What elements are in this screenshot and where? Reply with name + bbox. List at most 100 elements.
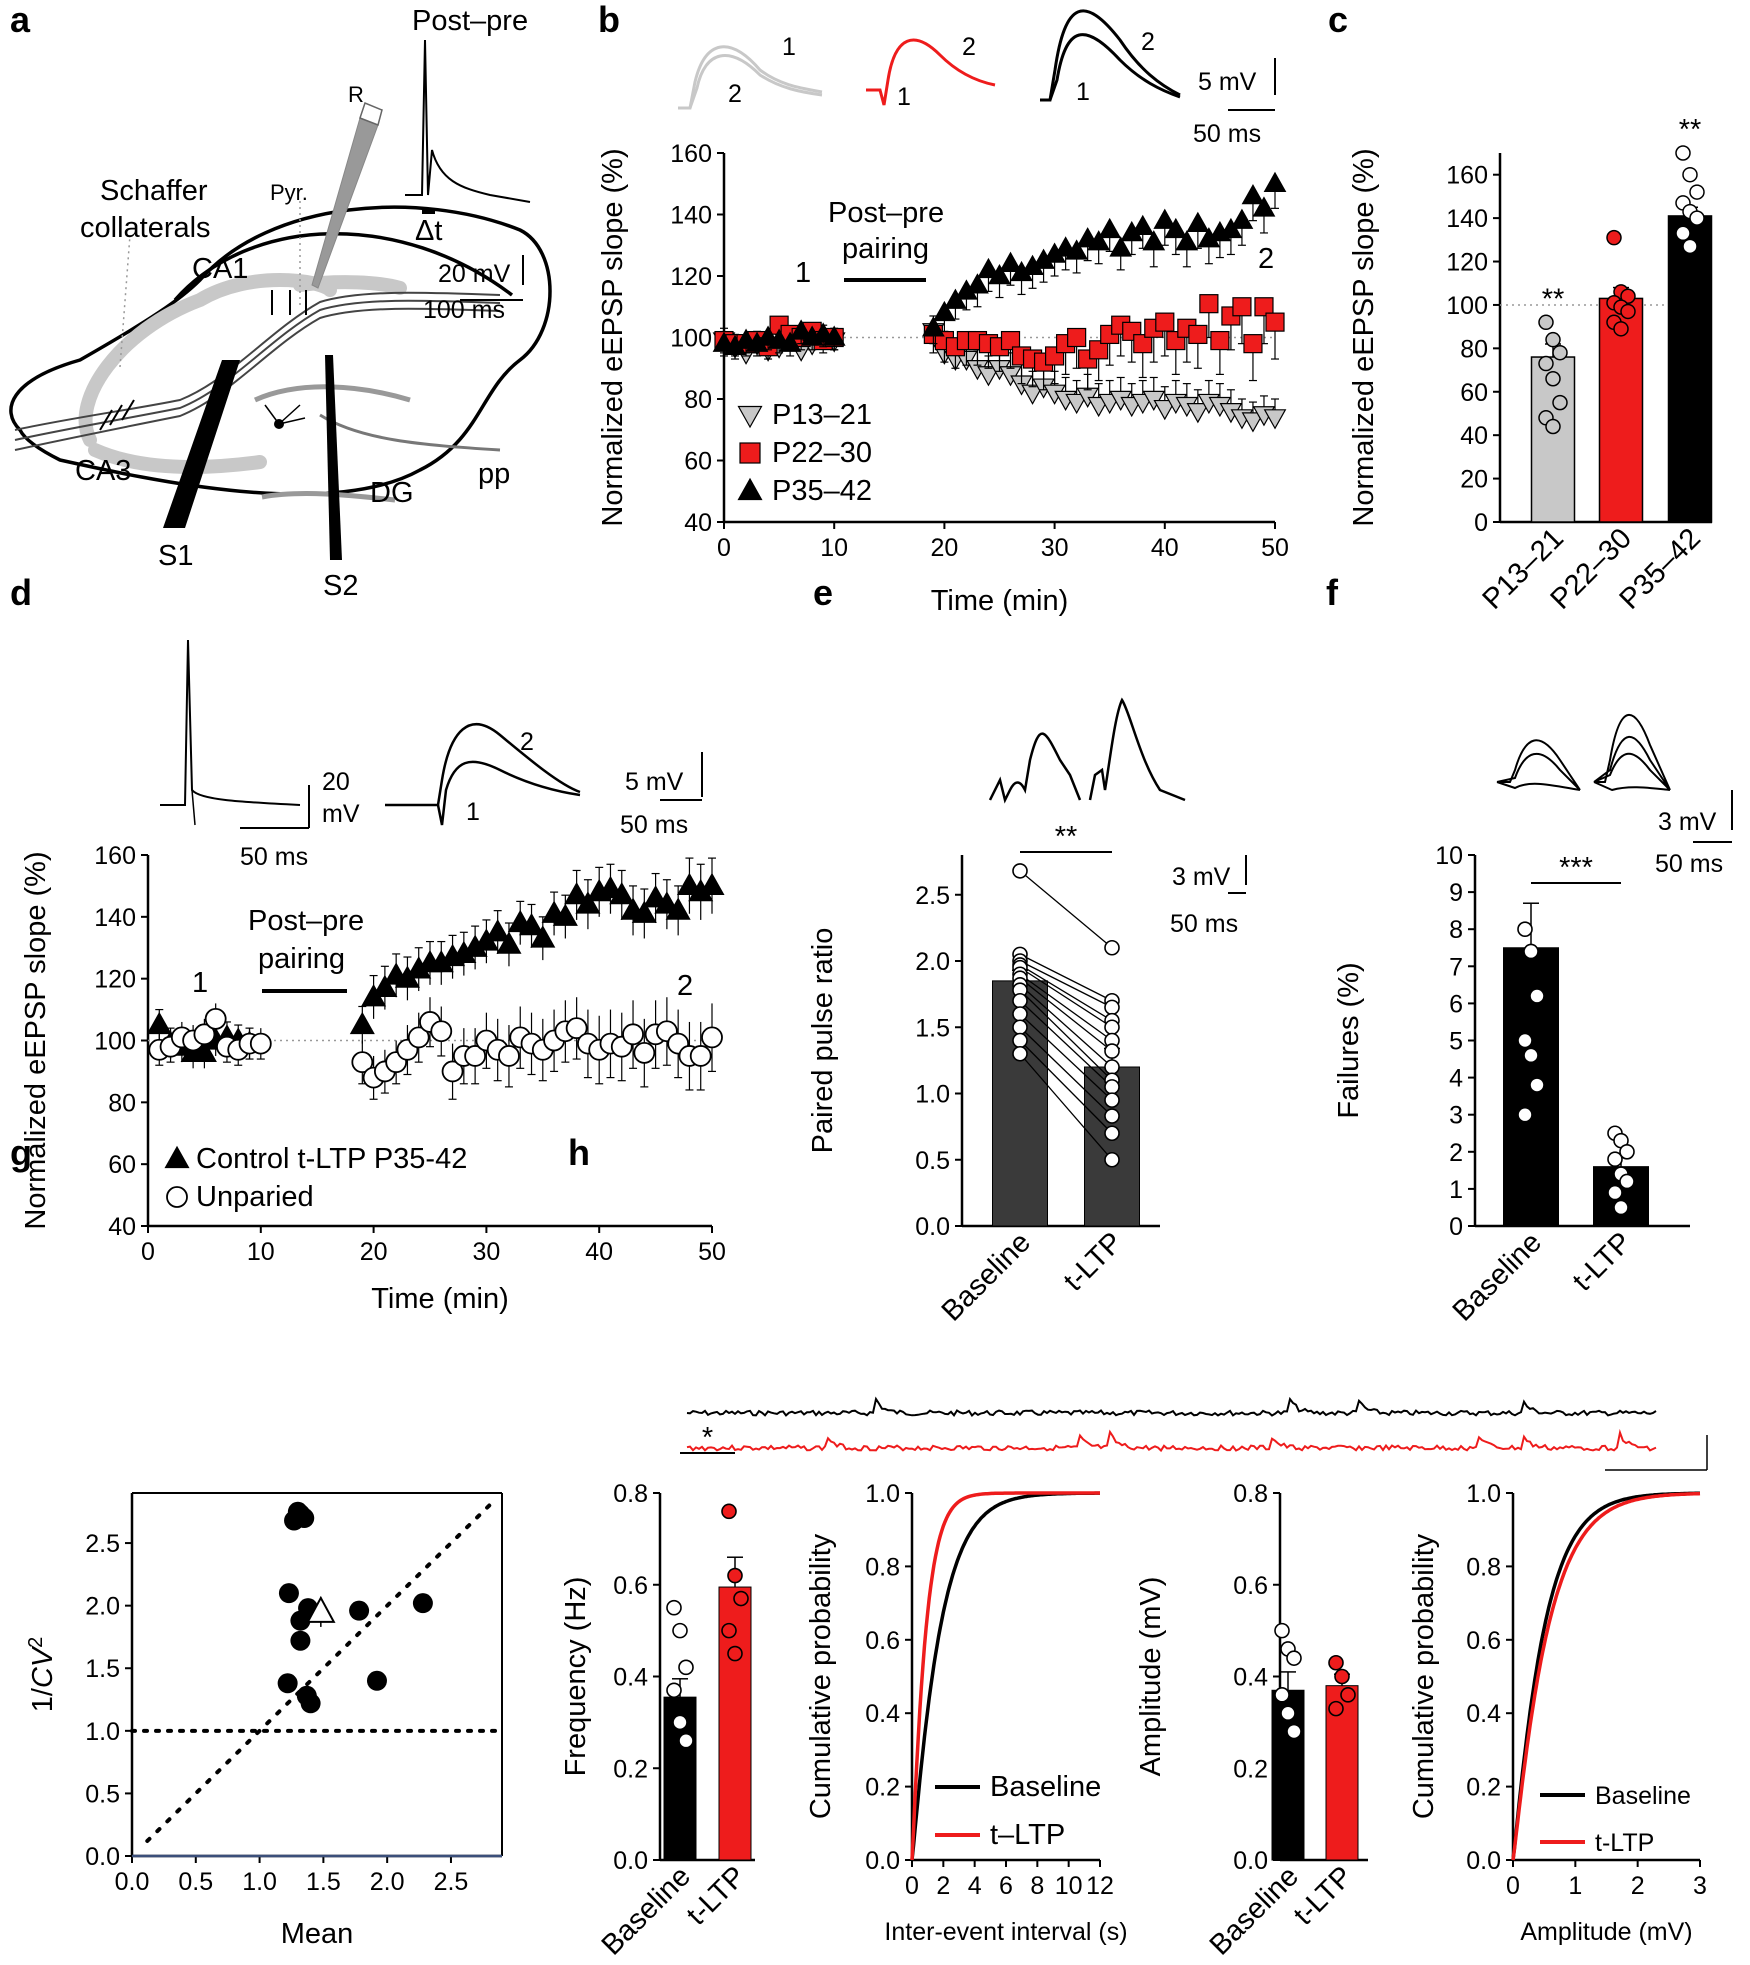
g-data-point bbox=[300, 1693, 321, 1714]
f-trace-tltp bbox=[1593, 713, 1671, 792]
g-x-tick-label: 2.0 bbox=[370, 1868, 405, 1896]
d-ap-scale-ms: 50 ms bbox=[240, 843, 308, 871]
h2-x-tick-label: 8 bbox=[1030, 1872, 1044, 1900]
h2-x-tick-label: 12 bbox=[1086, 1872, 1114, 1900]
h1-data-point bbox=[672, 1622, 688, 1639]
d-trace-mark-2: 2 bbox=[520, 728, 534, 756]
d-control-point bbox=[191, 1039, 217, 1062]
h2-x-tick-label: 0 bbox=[905, 1872, 919, 1900]
b-p35-42-point bbox=[966, 273, 989, 294]
e-y-tick-label: 1.0 bbox=[915, 1081, 950, 1109]
label-schaffer-2: collaterals bbox=[80, 212, 211, 244]
e-y-tick-label: 0.0 bbox=[915, 1213, 950, 1241]
h3-y-tick-label: 0.0 bbox=[1233, 1847, 1268, 1875]
chart-c-plot: 0 20 40 60 80 100 120 140 160 Normalized eEPSP sl… bbox=[1348, 114, 1713, 616]
b-p13-21-point bbox=[1065, 393, 1089, 415]
f-y-tick-label: 7 bbox=[1449, 953, 1463, 981]
d-unpaired-point bbox=[498, 1045, 520, 1067]
d-pairing-label-2: pairing bbox=[258, 943, 345, 975]
b-pairing-label-2: pairing bbox=[842, 233, 929, 265]
h4-x-tick-label: 0 bbox=[1506, 1872, 1520, 1900]
f-data-point bbox=[1517, 921, 1533, 938]
e-baseline-point bbox=[1012, 1045, 1028, 1062]
h1-y-tick-label: 0.6 bbox=[613, 1572, 648, 1600]
h3-y-tick-label: 0.8 bbox=[1233, 1480, 1268, 1508]
g-y-tick-label: 2.0 bbox=[85, 1593, 120, 1621]
g-x-tick-label: 1.5 bbox=[306, 1868, 341, 1896]
e-pair-line bbox=[1019, 977, 1113, 1052]
b-p35-42-point bbox=[988, 263, 1011, 285]
h1-y-axis-label: Frequency (Hz) bbox=[560, 1577, 592, 1777]
h4-y-axis-label: Cumulative probability bbox=[1408, 1533, 1440, 1819]
b-p35-42-point bbox=[1109, 236, 1133, 257]
b-legend-marker-2 bbox=[737, 477, 763, 501]
d-legend-marker-1 bbox=[166, 1186, 188, 1208]
h1-data-point bbox=[727, 1567, 743, 1584]
e-baseline-point bbox=[1012, 863, 1028, 879]
b-p35-42-point bbox=[1241, 184, 1265, 205]
d-unpaired-point bbox=[430, 1020, 453, 1043]
h1-significance: * bbox=[702, 1422, 713, 1454]
b-x-tick-label: 20 bbox=[930, 534, 958, 562]
b-p13-21-point bbox=[1241, 412, 1265, 433]
c-y-tick-label: 100 bbox=[1446, 292, 1488, 320]
g-data-point bbox=[349, 1600, 370, 1621]
f-data-point bbox=[1517, 1032, 1533, 1049]
dentate-gyrus-lower bbox=[261, 491, 396, 503]
d-control-point bbox=[575, 891, 601, 914]
h1-data-point bbox=[678, 1659, 694, 1676]
h1-data-point bbox=[666, 1599, 682, 1616]
trace-mark-k2: 2 bbox=[1141, 28, 1155, 56]
b-legend-marker-1 bbox=[739, 442, 761, 464]
b-p35-42-point bbox=[1153, 208, 1177, 229]
g-x-tick-label: 0.0 bbox=[115, 1868, 150, 1896]
b-p35-42-point bbox=[789, 319, 813, 340]
chart-b-plot: 0 10 20 30 40 50 40 60 80 100 120 140 160 Time (min) N… bbox=[597, 140, 1289, 617]
d-x-tick-label: 40 bbox=[585, 1238, 613, 1266]
b-p13-21-point bbox=[1153, 399, 1177, 421]
g-y-tick-label: 2.5 bbox=[85, 1530, 120, 1558]
panel-label-e: e bbox=[813, 572, 833, 613]
trace-mark-g1: 1 bbox=[782, 33, 796, 61]
e-x-tick-label: t-LTP bbox=[1058, 1226, 1129, 1297]
e-baseline-point bbox=[1012, 1032, 1028, 1049]
b-x-tick-label: 0 bbox=[717, 534, 731, 562]
b-p22-30-point bbox=[1254, 297, 1274, 317]
h2-y-tick-label: 1.0 bbox=[865, 1480, 900, 1508]
trace-p13-21-1 bbox=[678, 45, 823, 110]
h3-data-point bbox=[1328, 1700, 1344, 1717]
b-scale-mv: 5 mV bbox=[1198, 68, 1257, 96]
e-trace-baseline bbox=[988, 732, 1082, 804]
c-significance: ** bbox=[1679, 114, 1702, 146]
h2-x-axis-label: Inter-event interval (s) bbox=[884, 1918, 1127, 1946]
hippocampus-outline bbox=[9, 205, 552, 496]
h2-legend-label-0: Baseline bbox=[990, 1771, 1101, 1803]
e-x-tick-label: Baseline bbox=[936, 1226, 1037, 1327]
g-data-point bbox=[294, 1508, 315, 1529]
h3-data-point bbox=[1334, 1668, 1350, 1685]
b-p35-42-point bbox=[778, 331, 802, 352]
b-legend-marker-0 bbox=[737, 405, 763, 429]
e-pair-line bbox=[1019, 1040, 1113, 1134]
d-ap-scale-unit: mV bbox=[322, 800, 360, 828]
trace-mark-r1: 1 bbox=[897, 83, 911, 111]
f-data-point bbox=[1613, 1199, 1629, 1216]
h3-data-point bbox=[1274, 1687, 1290, 1703]
e-pair-line bbox=[1019, 870, 1113, 949]
g-data-point bbox=[290, 1630, 311, 1651]
c-data-point bbox=[1620, 288, 1636, 305]
label-schaffer-1: Schaffer bbox=[100, 175, 208, 207]
b-p35-42-point bbox=[977, 257, 1000, 279]
e-pair-line bbox=[1019, 967, 1113, 1028]
h1-data-point bbox=[672, 1714, 688, 1731]
d-y-tick-label: 80 bbox=[108, 1089, 136, 1117]
h1-data-point bbox=[721, 1622, 737, 1639]
f-y-tick-label: 5 bbox=[1449, 1028, 1463, 1056]
d-control-point bbox=[146, 1011, 172, 1035]
e-pair-line bbox=[1019, 984, 1113, 1068]
e-pair-line bbox=[1019, 1026, 1113, 1117]
chart-h4-plot: 0 1 2 3 0.0 0.2 0.4 0.6 0.8 1.0 Amplitude (mV) Cumu… bbox=[1408, 1480, 1707, 1946]
h1-x-tick-label: t-LTP bbox=[681, 1860, 752, 1931]
b-legend-label-1: P22–30 bbox=[772, 437, 872, 469]
b-x-axis-label: Time (min) bbox=[931, 585, 1068, 617]
